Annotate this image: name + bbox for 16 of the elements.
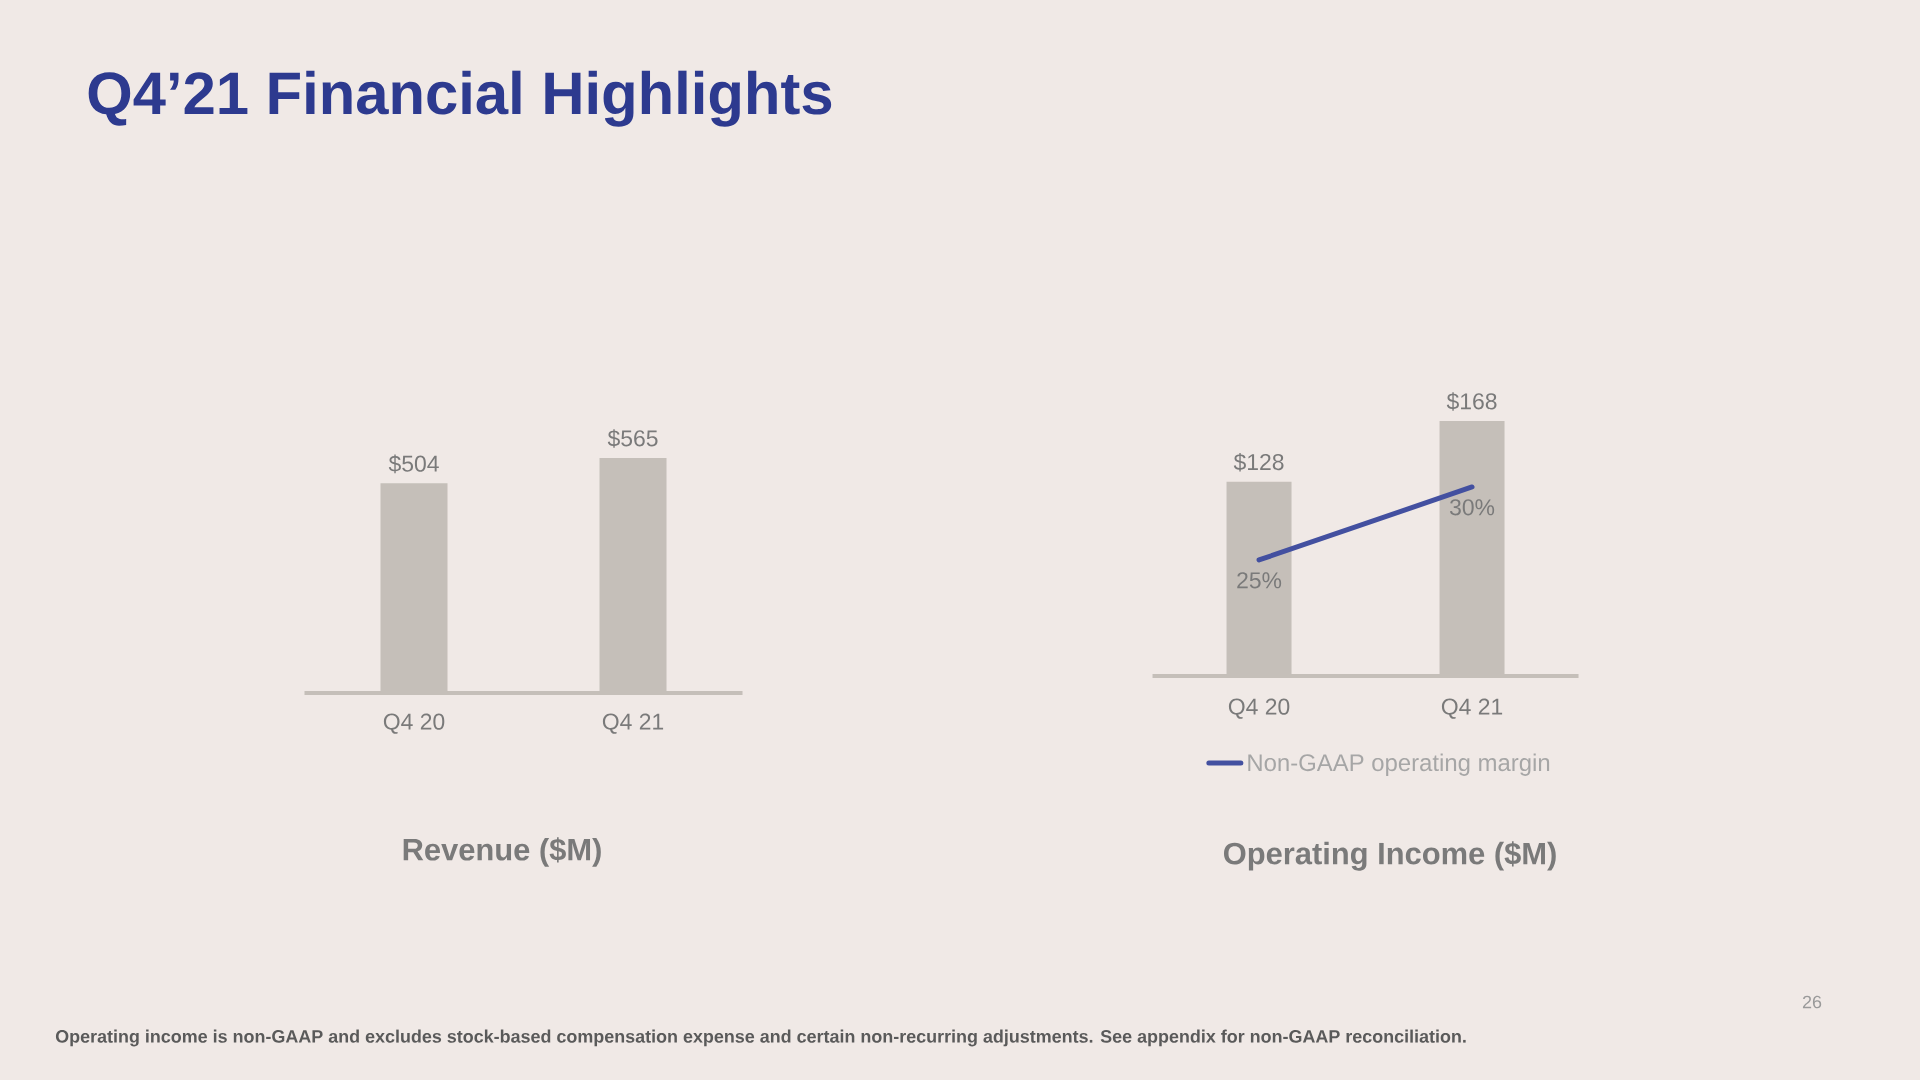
data-label: 30% (1449, 499, 1495, 516)
data-label: $128 (1233, 452, 1284, 472)
text: Q4’21 Financial Highlights (88, 70, 832, 127)
data-label: $168 (1446, 392, 1497, 411)
text: Operating Income ($M) (1223, 841, 1556, 871)
text: Revenue ($M) (403, 837, 601, 867)
x-tick-label: Q4 20 (383, 713, 445, 734)
text: Operating income is non-GAAP and excludes stock-based compensation expense and certain non-recurring adjustments. See appendix for non-GAAP reconciliation. (55, 1029, 1466, 1047)
x-tick-label: Q4 20 (1228, 698, 1290, 719)
text: 26 (1802, 995, 1822, 1009)
x-tick-label: Q4 21 (1441, 698, 1503, 719)
data-label: 25% (1237, 572, 1282, 589)
legend-label: Non-GAAP operating margin (1248, 753, 1550, 776)
data-label: $504 (388, 454, 439, 474)
x-tick-label: Q4 21 (602, 713, 664, 734)
data-label: $565 (607, 429, 658, 448)
